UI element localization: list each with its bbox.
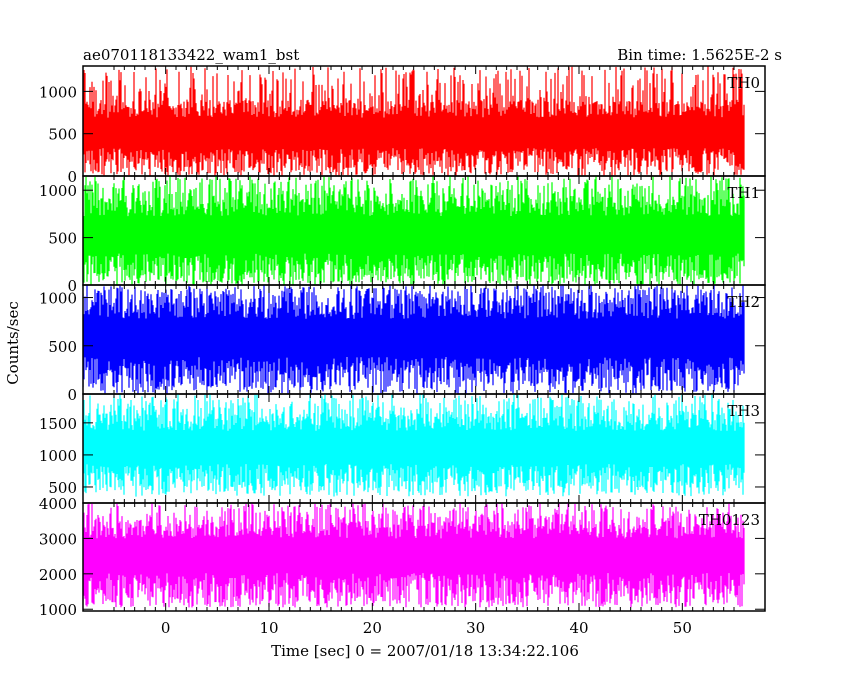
- y-tick-label: 500: [48, 230, 77, 248]
- x-tick-label: 0: [161, 619, 171, 637]
- y-tick-label: 1000: [39, 182, 77, 200]
- x-tick-label: 30: [466, 619, 485, 637]
- x-tick-label: 50: [673, 619, 692, 637]
- series-line-th3: [83, 394, 745, 497]
- y-axis-label: Counts/sec: [4, 301, 22, 385]
- y-tick-label: 2000: [39, 566, 77, 584]
- y-tick-label: 500: [48, 338, 77, 356]
- y-tick-label: 1000: [39, 601, 77, 619]
- panel-th1: 0 500 1000 TH1: [39, 175, 766, 295]
- chart-title-right: Bin time: 1.5625E-2 s: [617, 46, 782, 64]
- y-tick-label: 4000: [39, 495, 77, 513]
- y-tick-label: 0: [67, 168, 77, 186]
- x-axis-label: Time [sec] 0 = 2007/01/18 13:34:22.106: [271, 642, 579, 660]
- panel-th2: 0 500 1000 TH2: [39, 284, 766, 404]
- panel-th0123: 1000 2000 3000 4000 TH0123: [39, 495, 766, 619]
- chart-title-left: ae070118133422_wam1_bst: [83, 46, 299, 64]
- panel-label-th0: TH0: [727, 74, 760, 92]
- panel-th3: 500 1000 1500 TH3: [39, 393, 766, 504]
- y-tick-label: 1000: [39, 447, 77, 465]
- series-line-th0123: [83, 503, 745, 608]
- panel-th0: 0 500 1000 TH0: [39, 65, 766, 186]
- panel-label-th3: TH3: [727, 402, 760, 420]
- x-tick-label: 10: [259, 619, 278, 637]
- series-line-th0: [83, 66, 745, 176]
- panel-label-th2: TH2: [727, 293, 760, 311]
- series-line-th1: [83, 176, 745, 285]
- x-tick-label: 40: [569, 619, 588, 637]
- panel-label-th0123: TH0123: [699, 511, 760, 529]
- y-tick-label: 500: [48, 126, 77, 144]
- x-tick-label: 20: [363, 619, 382, 637]
- y-tick-label: 1000: [39, 290, 77, 308]
- y-tick-label: 1000: [39, 83, 77, 101]
- y-tick-label: 500: [48, 479, 77, 497]
- y-tick-label: 0: [67, 277, 77, 295]
- y-tick-label: 1500: [39, 415, 77, 433]
- panel-label-th1: TH1: [727, 184, 760, 202]
- y-tick-label: 0: [67, 386, 77, 404]
- series-line-th2: [83, 285, 745, 394]
- y-tick-label: 3000: [39, 530, 77, 548]
